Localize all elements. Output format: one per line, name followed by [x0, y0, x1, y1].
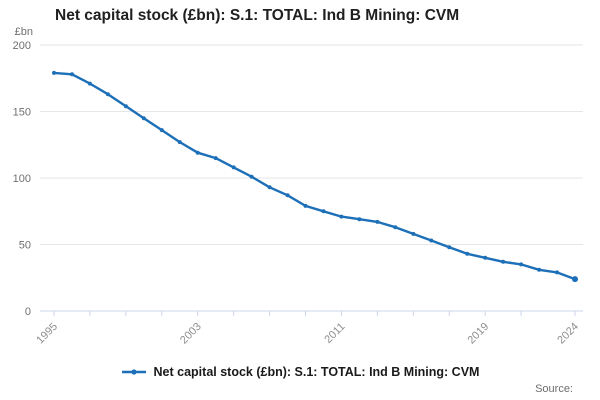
legend-symbol-marker [130, 369, 137, 375]
data-point-1999[interactable] [123, 104, 128, 109]
data-point-2024[interactable] [572, 276, 578, 283]
x-axis-label-2024: 2024 [555, 321, 581, 347]
data-point-1995[interactable] [52, 70, 56, 75]
y-axis-label-200: 200 [13, 40, 31, 52]
series-line [52, 71, 577, 281]
x-axis-label-2011: 2011 [322, 321, 347, 346]
axes [40, 310, 583, 316]
data-point-2018[interactable] [465, 251, 470, 256]
series-group [52, 70, 578, 283]
data-point-1996[interactable] [70, 72, 74, 77]
x-axis-label-2019: 2019 [465, 321, 491, 347]
gridlines [40, 44, 583, 245]
legend-label: Net capital stock (£bn): S.1: TOTAL: Ind… [153, 365, 480, 379]
data-point-2015[interactable] [411, 231, 416, 236]
data-point-2017[interactable] [447, 245, 452, 250]
data-point-2020[interactable] [501, 259, 506, 264]
data-point-2001[interactable] [159, 128, 164, 133]
x-axis-label-1995: 1995 [34, 321, 60, 347]
y-axis-label-150: 150 [13, 107, 31, 119]
data-point-2023[interactable] [555, 270, 559, 275]
data-point-2016[interactable] [429, 238, 434, 243]
data-point-2022[interactable] [537, 267, 542, 272]
data-point-2008[interactable] [285, 193, 290, 198]
chart-title: Net capital stock (£bn): S.1: TOTAL: Ind… [55, 7, 460, 24]
y-axis-unit-label: £bn [14, 26, 33, 38]
data-point-2009[interactable] [303, 203, 308, 208]
data-point-2002[interactable] [177, 140, 182, 145]
legend: Net capital stock (£bn): S.1: TOTAL: Ind… [0, 365, 600, 379]
data-point-2019[interactable] [483, 255, 488, 260]
data-point-1997[interactable] [87, 81, 92, 86]
x-axis-label-2003: 2003 [178, 321, 204, 347]
data-point-2005[interactable] [231, 165, 236, 170]
data-point-2004[interactable] [213, 156, 218, 161]
data-point-2014[interactable] [393, 225, 398, 230]
axis-labels: 0 50 100 150 200 1995 2003 2011 2019 2024 [13, 40, 581, 346]
y-axis-label-0: 0 [25, 306, 31, 318]
legend-item[interactable]: Net capital stock (£bn): S.1: TOTAL: Ind… [121, 365, 480, 379]
data-point-2013[interactable] [375, 219, 380, 224]
data-point-1998[interactable] [105, 92, 110, 97]
source-label: Source: [535, 383, 573, 395]
plot-svg: 0 50 100 150 200 1995 2003 2011 2019 2024 [13, 40, 583, 346]
data-point-2010[interactable] [321, 209, 326, 214]
data-point-2006[interactable] [249, 174, 254, 179]
data-point-2000[interactable] [141, 116, 146, 121]
legend-symbol-icon [121, 369, 146, 375]
data-point-2011[interactable] [339, 214, 344, 219]
data-point-2007[interactable] [267, 185, 272, 190]
data-point-2021[interactable] [519, 262, 524, 267]
y-axis-label-100: 100 [13, 173, 31, 185]
data-point-2012[interactable] [357, 217, 362, 222]
data-point-2003[interactable] [195, 150, 200, 155]
y-axis-label-50: 50 [19, 240, 31, 252]
